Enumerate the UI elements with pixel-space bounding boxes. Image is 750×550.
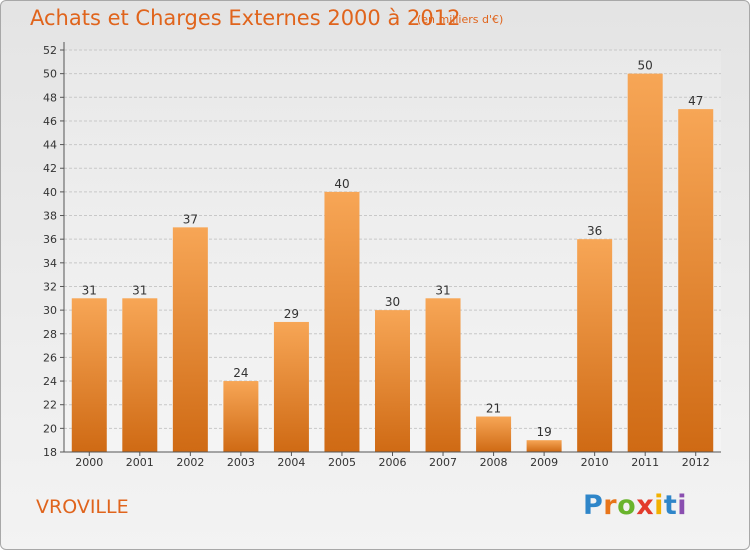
data-label: 31 <box>82 283 97 297</box>
x-tick-label: 2000 <box>75 456 103 469</box>
y-tick-label: 22 <box>43 399 57 412</box>
y-tick-label: 30 <box>43 304 57 317</box>
y-tick-label: 46 <box>43 115 57 128</box>
y-tick-label: 50 <box>43 68 57 81</box>
proxiti-logo[interactable]: Proxiti <box>583 490 688 521</box>
bar-2010 <box>577 239 613 452</box>
chart-subtitle: (en milliers d'€) <box>417 13 504 26</box>
bars-group <box>71 73 714 452</box>
y-tick-label: 26 <box>43 351 57 364</box>
y-tick-label: 48 <box>43 91 57 104</box>
data-label: 30 <box>385 295 400 309</box>
y-tick-label: 36 <box>43 233 57 246</box>
bar-2007 <box>425 298 461 452</box>
y-tick-labels: 18 20 22 24 26 28 30 32 34 36 38 40 42 44 46 48 50 52 <box>43 44 57 459</box>
x-tick-label: 2001 <box>126 456 154 469</box>
chart-title: Achats et Charges Externes 2000 à 2012 <box>30 6 461 30</box>
y-tick-label: 44 <box>43 139 57 152</box>
bar-2002 <box>172 227 208 452</box>
bar-2000 <box>71 298 107 452</box>
y-tick-label: 18 <box>43 446 57 459</box>
bar-2005 <box>324 191 360 452</box>
x-tick-label: 2004 <box>277 456 305 469</box>
x-tick-label: 2005 <box>328 456 356 469</box>
y-tick-label: 28 <box>43 328 57 341</box>
x-tick-label: 2007 <box>429 456 457 469</box>
data-label: 50 <box>638 59 653 73</box>
bar-2012 <box>678 109 714 452</box>
data-label: 37 <box>183 212 198 226</box>
y-tick-label: 38 <box>43 210 57 223</box>
bar-2004 <box>273 321 309 452</box>
data-label: 40 <box>334 177 349 191</box>
x-tick-label: 2002 <box>176 456 204 469</box>
bar-2001 <box>122 298 158 452</box>
y-tick-label: 24 <box>43 375 57 388</box>
bar-2006 <box>375 310 410 452</box>
x-tick-label: 2009 <box>530 456 558 469</box>
x-tick-label: 2012 <box>682 456 710 469</box>
bar-2011 <box>627 73 663 452</box>
x-tick-label: 2010 <box>581 456 609 469</box>
bar-2008 <box>476 416 512 452</box>
data-label: 31 <box>435 283 450 297</box>
bar-2009 <box>526 440 562 452</box>
bar-2003 <box>223 381 259 452</box>
data-label: 47 <box>688 94 703 108</box>
y-tick-label: 34 <box>43 257 57 270</box>
data-label: 36 <box>587 224 602 238</box>
axes <box>63 42 721 456</box>
x-tick-label: 2011 <box>631 456 659 469</box>
x-tick-label: 2006 <box>379 456 407 469</box>
y-tick-label: 42 <box>43 162 57 175</box>
data-label: 24 <box>233 366 248 380</box>
data-label: 19 <box>536 425 551 439</box>
x-tick-label: 2003 <box>227 456 255 469</box>
y-tick-label: 40 <box>43 186 57 199</box>
y-tick-label: 52 <box>43 44 57 57</box>
data-labels: 31 31 37 24 29 40 30 31 21 19 36 50 47 <box>82 59 704 440</box>
x-tick-labels: 2000 2001 2002 2003 2004 2005 2006 2007 2008 2009… <box>75 456 709 469</box>
y-tick-label: 20 <box>43 422 57 435</box>
data-label: 29 <box>284 307 299 321</box>
commune-name: VROVILLE <box>36 496 129 518</box>
data-label: 21 <box>486 402 501 416</box>
data-label: 31 <box>132 283 147 297</box>
x-tick-label: 2008 <box>480 456 508 469</box>
y-tick-label: 32 <box>43 280 57 293</box>
